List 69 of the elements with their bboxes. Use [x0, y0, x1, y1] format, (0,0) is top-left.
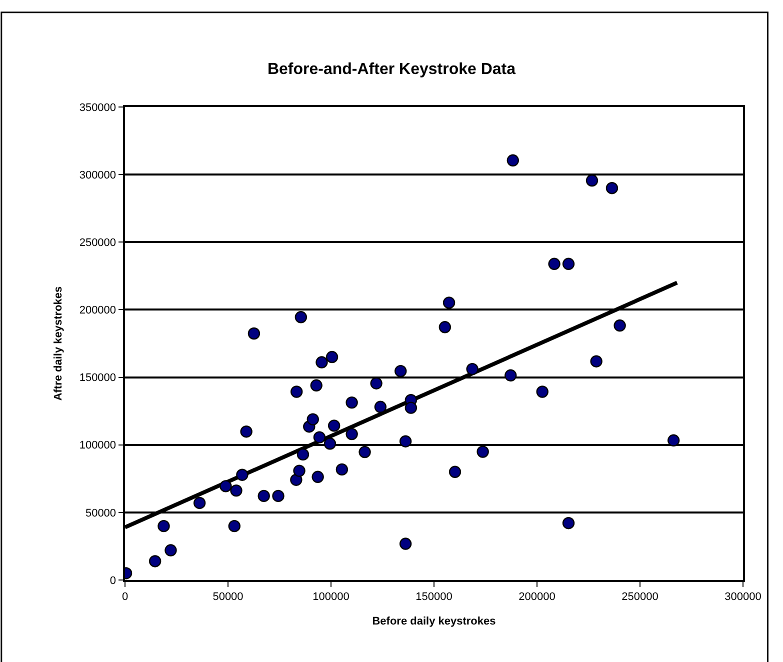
point: [394, 364, 407, 378]
point: [374, 400, 387, 413]
y-tick-label: 350000: [79, 102, 116, 114]
point: [336, 463, 348, 476]
point: [290, 386, 303, 398]
point: [312, 470, 324, 483]
point: [399, 435, 412, 448]
point: [258, 490, 270, 502]
point: [346, 396, 358, 409]
point: [506, 154, 519, 166]
point: [504, 369, 517, 382]
point: [310, 379, 322, 392]
point: [476, 446, 489, 458]
y-tick-label: 100000: [79, 440, 116, 452]
point: [586, 174, 598, 187]
point: [614, 319, 626, 332]
x-tick-label: 200000: [518, 590, 556, 603]
point: [536, 386, 548, 398]
point: [548, 258, 560, 270]
point: [293, 464, 306, 477]
x-tick-label: 0: [122, 590, 128, 603]
point: [228, 520, 240, 532]
point: [562, 517, 575, 530]
chart-title: Before-and-After Keystroke Data: [267, 61, 516, 78]
point: [306, 413, 319, 426]
x-tick-label: 300000: [724, 590, 762, 603]
point: [230, 484, 242, 497]
point: [562, 258, 575, 270]
x-tick-label: 50000: [212, 590, 244, 603]
point: [466, 362, 478, 376]
y-tick-label: 150000: [79, 372, 116, 384]
point: [358, 446, 371, 458]
point: [590, 355, 602, 368]
point: [316, 356, 328, 368]
point: [164, 544, 177, 556]
point: [404, 402, 418, 414]
point: [296, 448, 310, 461]
point: [313, 431, 326, 444]
y-tick-label: 250000: [79, 236, 116, 249]
point: [326, 350, 338, 364]
point: [399, 538, 412, 550]
y-axis-title: Aftre daily keystrokes: [52, 286, 64, 401]
point: [158, 520, 170, 532]
y-tick-label: 300000: [79, 169, 116, 182]
point: [290, 474, 302, 486]
x-tick-label: 100000: [312, 590, 350, 603]
point: [148, 555, 162, 568]
x-tick-label: 150000: [416, 590, 452, 603]
point: [272, 490, 284, 502]
y-tick-label: 200000: [79, 304, 116, 317]
point: [606, 182, 618, 194]
y-tick-label: 50000: [85, 507, 116, 520]
y-tick-label: 0: [110, 574, 116, 587]
point: [448, 466, 462, 478]
point: [346, 428, 358, 440]
point: [248, 327, 260, 340]
point: [220, 480, 232, 492]
point: [438, 321, 452, 334]
point: [294, 311, 308, 324]
x-axis-title: Before daily keystrokes: [372, 616, 496, 628]
point: [667, 434, 680, 446]
x-tick-label: 250000: [622, 590, 658, 603]
point: [370, 377, 382, 390]
point: [328, 420, 340, 432]
point: [324, 438, 336, 450]
point: [240, 426, 252, 438]
point: [236, 468, 248, 481]
point: [193, 496, 206, 510]
point: [442, 296, 456, 309]
